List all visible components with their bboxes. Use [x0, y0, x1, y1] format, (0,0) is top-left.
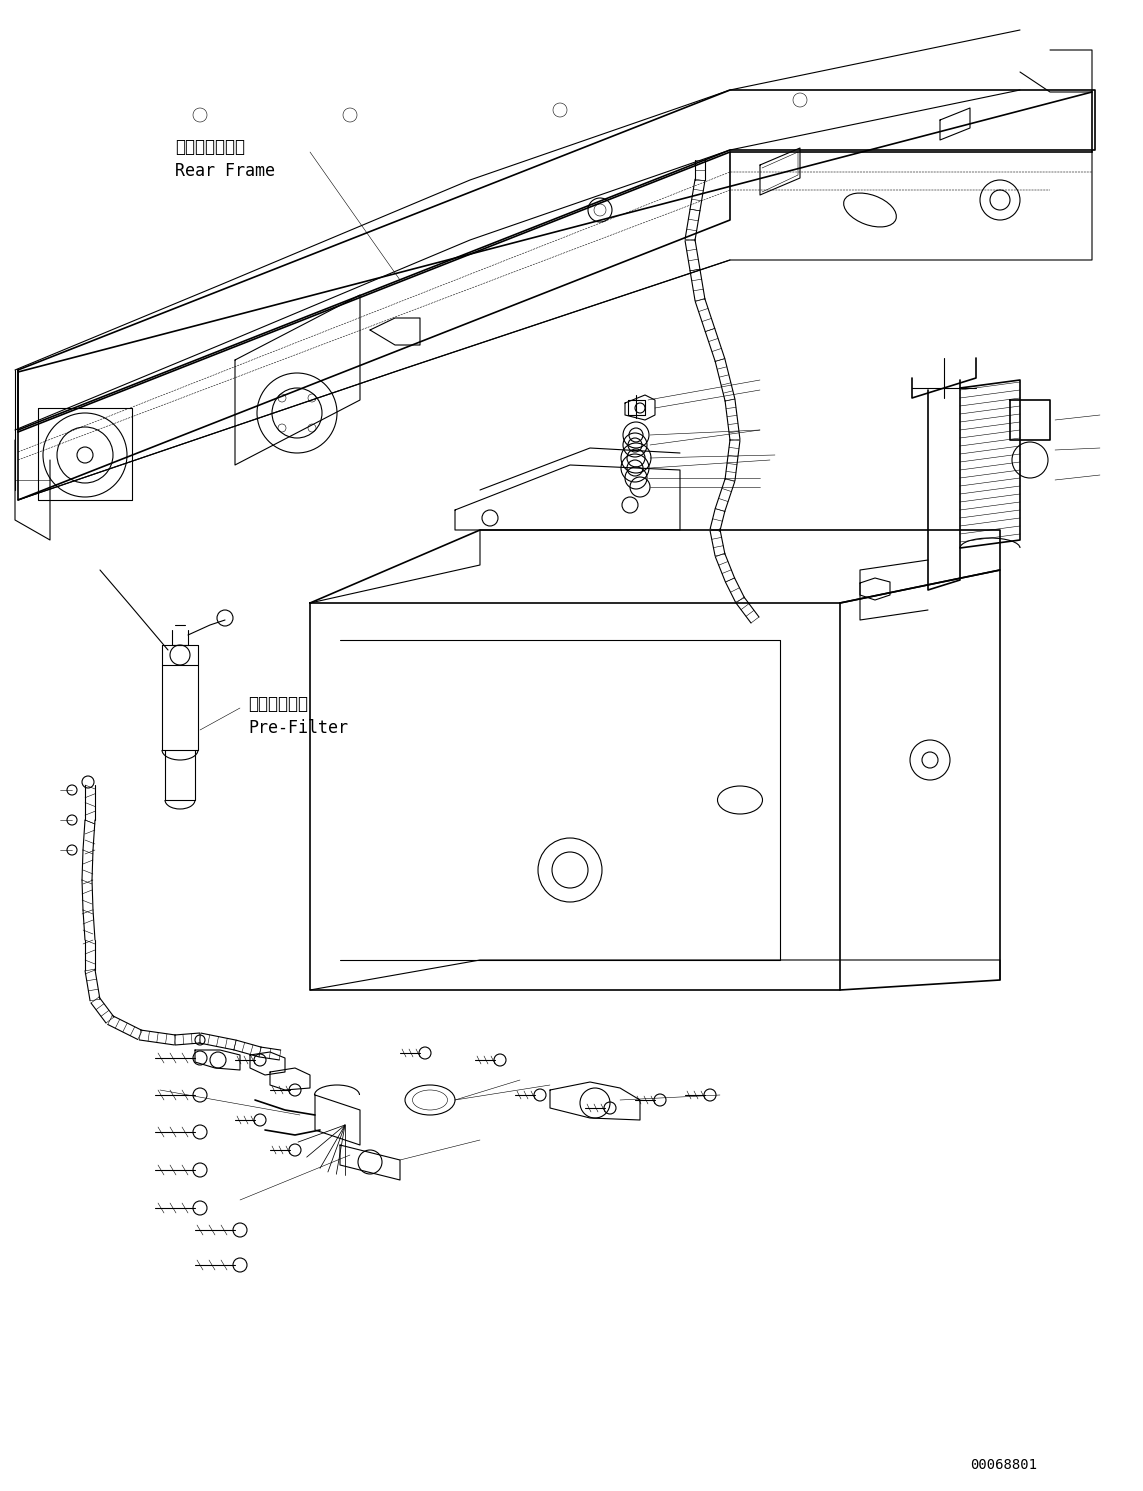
Text: 00068801: 00068801: [970, 1458, 1037, 1472]
Text: Rear Frame: Rear Frame: [175, 163, 275, 180]
Text: プリフィルタ: プリフィルタ: [248, 695, 307, 713]
Text: Pre-Filter: Pre-Filter: [248, 719, 347, 737]
Text: リヤーフレーム: リヤーフレーム: [175, 139, 245, 157]
